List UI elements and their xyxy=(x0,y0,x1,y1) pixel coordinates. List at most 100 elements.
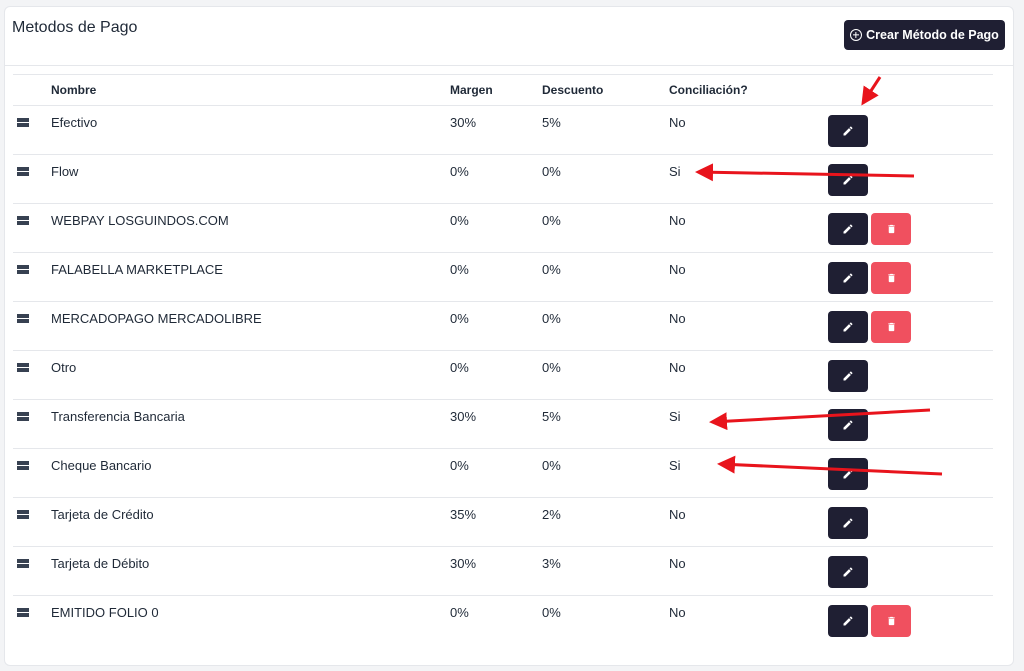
edit-button[interactable] xyxy=(828,164,868,196)
reconciliation-value: No xyxy=(669,605,686,620)
margin-value: 0% xyxy=(450,262,469,277)
row-actions xyxy=(828,605,911,637)
discount-value: 0% xyxy=(542,360,561,375)
payment-method-name: Tarjeta de Crédito xyxy=(51,507,154,522)
edit-button[interactable] xyxy=(828,115,868,147)
table-header: Nombre Margen Descuento Conciliación? xyxy=(13,74,993,106)
margin-value: 0% xyxy=(450,605,469,620)
plus-circle-icon xyxy=(850,29,863,41)
pencil-icon xyxy=(842,517,854,529)
edit-button[interactable] xyxy=(828,507,868,539)
card-header: Metodos de Pago Crear Método de Pago xyxy=(5,7,1013,66)
delete-button[interactable] xyxy=(871,605,911,637)
reconciliation-value: Si xyxy=(669,164,681,179)
edit-button[interactable] xyxy=(828,262,868,294)
edit-button[interactable] xyxy=(828,311,868,343)
row-actions xyxy=(828,360,868,392)
margin-value: 0% xyxy=(450,360,469,375)
drag-handle-icon[interactable] xyxy=(17,118,29,127)
pencil-icon xyxy=(842,272,854,284)
drag-handle-icon[interactable] xyxy=(17,608,29,617)
table-row: MERCADOPAGO MERCADOLIBRE 0% 0% No xyxy=(13,302,993,351)
column-header-name: Nombre xyxy=(51,83,97,97)
row-actions xyxy=(828,213,911,245)
edit-button[interactable] xyxy=(828,409,868,441)
pencil-icon xyxy=(842,615,854,627)
delete-button[interactable] xyxy=(871,311,911,343)
table-row: Flow 0% 0% Si xyxy=(13,155,993,204)
discount-value: 0% xyxy=(542,213,561,228)
table-row: FALABELLA MARKETPLACE 0% 0% No xyxy=(13,253,993,302)
column-header-margin: Margen xyxy=(450,83,493,97)
drag-handle-icon[interactable] xyxy=(17,363,29,372)
delete-button[interactable] xyxy=(871,262,911,294)
reconciliation-value: No xyxy=(669,360,686,375)
trash-icon xyxy=(886,272,897,284)
margin-value: 30% xyxy=(450,409,477,424)
table-row: Efectivo 30% 5% No xyxy=(13,106,993,155)
margin-value: 0% xyxy=(450,164,469,179)
discount-value: 3% xyxy=(542,556,561,571)
table-row: Tarjeta de Crédito 35% 2% No xyxy=(13,498,993,547)
pencil-icon xyxy=(842,419,854,431)
drag-handle-icon[interactable] xyxy=(17,216,29,225)
margin-value: 35% xyxy=(450,507,477,522)
drag-handle-icon[interactable] xyxy=(17,559,29,568)
edit-button[interactable] xyxy=(828,605,868,637)
drag-handle-icon[interactable] xyxy=(17,510,29,519)
payment-methods-table: Nombre Margen Descuento Conciliación? Ef… xyxy=(13,74,993,644)
drag-handle-icon[interactable] xyxy=(17,412,29,421)
edit-button[interactable] xyxy=(828,360,868,392)
reconciliation-value: No xyxy=(669,262,686,277)
reconciliation-value: No xyxy=(669,311,686,326)
row-actions xyxy=(828,507,868,539)
reconciliation-value: No xyxy=(669,115,686,130)
drag-handle-icon[interactable] xyxy=(17,314,29,323)
trash-icon xyxy=(886,615,897,627)
table-row: Otro 0% 0% No xyxy=(13,351,993,400)
pencil-icon xyxy=(842,370,854,382)
payment-method-name: Flow xyxy=(51,164,79,179)
reconciliation-value: No xyxy=(669,556,686,571)
payment-method-name: FALABELLA MARKETPLACE xyxy=(51,262,223,277)
payment-method-name: Otro xyxy=(51,360,77,375)
pencil-icon xyxy=(842,566,854,578)
table-body: Efectivo 30% 5% No Flow 0% 0% Si WEBPAY LOSGUIND… xyxy=(13,106,993,644)
payment-method-name: WEBPAY LOSGUINDOS.COM xyxy=(51,213,229,228)
payment-method-name: MERCADOPAGO MERCADOLIBRE xyxy=(51,311,262,326)
create-payment-method-button[interactable]: Crear Método de Pago xyxy=(844,20,1005,50)
payment-method-name: EMITIDO FOLIO 0 xyxy=(51,605,159,620)
payment-method-name: Efectivo xyxy=(51,115,98,130)
pencil-icon xyxy=(842,223,854,235)
discount-value: 2% xyxy=(542,507,561,522)
drag-handle-icon[interactable] xyxy=(17,167,29,176)
discount-value: 5% xyxy=(542,409,561,424)
margin-value: 0% xyxy=(450,311,469,326)
edit-button[interactable] xyxy=(828,458,868,490)
row-actions xyxy=(828,409,868,441)
column-header-reconciliation: Conciliación? xyxy=(669,83,748,97)
row-actions xyxy=(828,556,868,588)
pencil-icon xyxy=(842,125,854,137)
reconciliation-value: Si xyxy=(669,458,681,473)
create-button-label: Crear Método de Pago xyxy=(866,28,999,42)
discount-value: 0% xyxy=(542,458,561,473)
pencil-icon xyxy=(842,468,854,480)
payment-method-name: Transferencia Bancaria xyxy=(51,409,185,424)
margin-value: 30% xyxy=(450,115,477,130)
delete-button[interactable] xyxy=(871,213,911,245)
table-row: EMITIDO FOLIO 0 0% 0% No xyxy=(13,596,993,644)
edit-button[interactable] xyxy=(828,556,868,588)
discount-value: 0% xyxy=(542,311,561,326)
reconciliation-value: No xyxy=(669,507,686,522)
margin-value: 0% xyxy=(450,213,469,228)
payment-method-name: Tarjeta de Débito xyxy=(51,556,150,571)
drag-handle-icon[interactable] xyxy=(17,265,29,274)
table-row: Tarjeta de Débito 30% 3% No xyxy=(13,547,993,596)
row-actions xyxy=(828,262,911,294)
drag-handle-icon[interactable] xyxy=(17,461,29,470)
table-row: Cheque Bancario 0% 0% Si xyxy=(13,449,993,498)
pencil-icon xyxy=(842,174,854,186)
edit-button[interactable] xyxy=(828,213,868,245)
row-actions xyxy=(828,115,868,147)
